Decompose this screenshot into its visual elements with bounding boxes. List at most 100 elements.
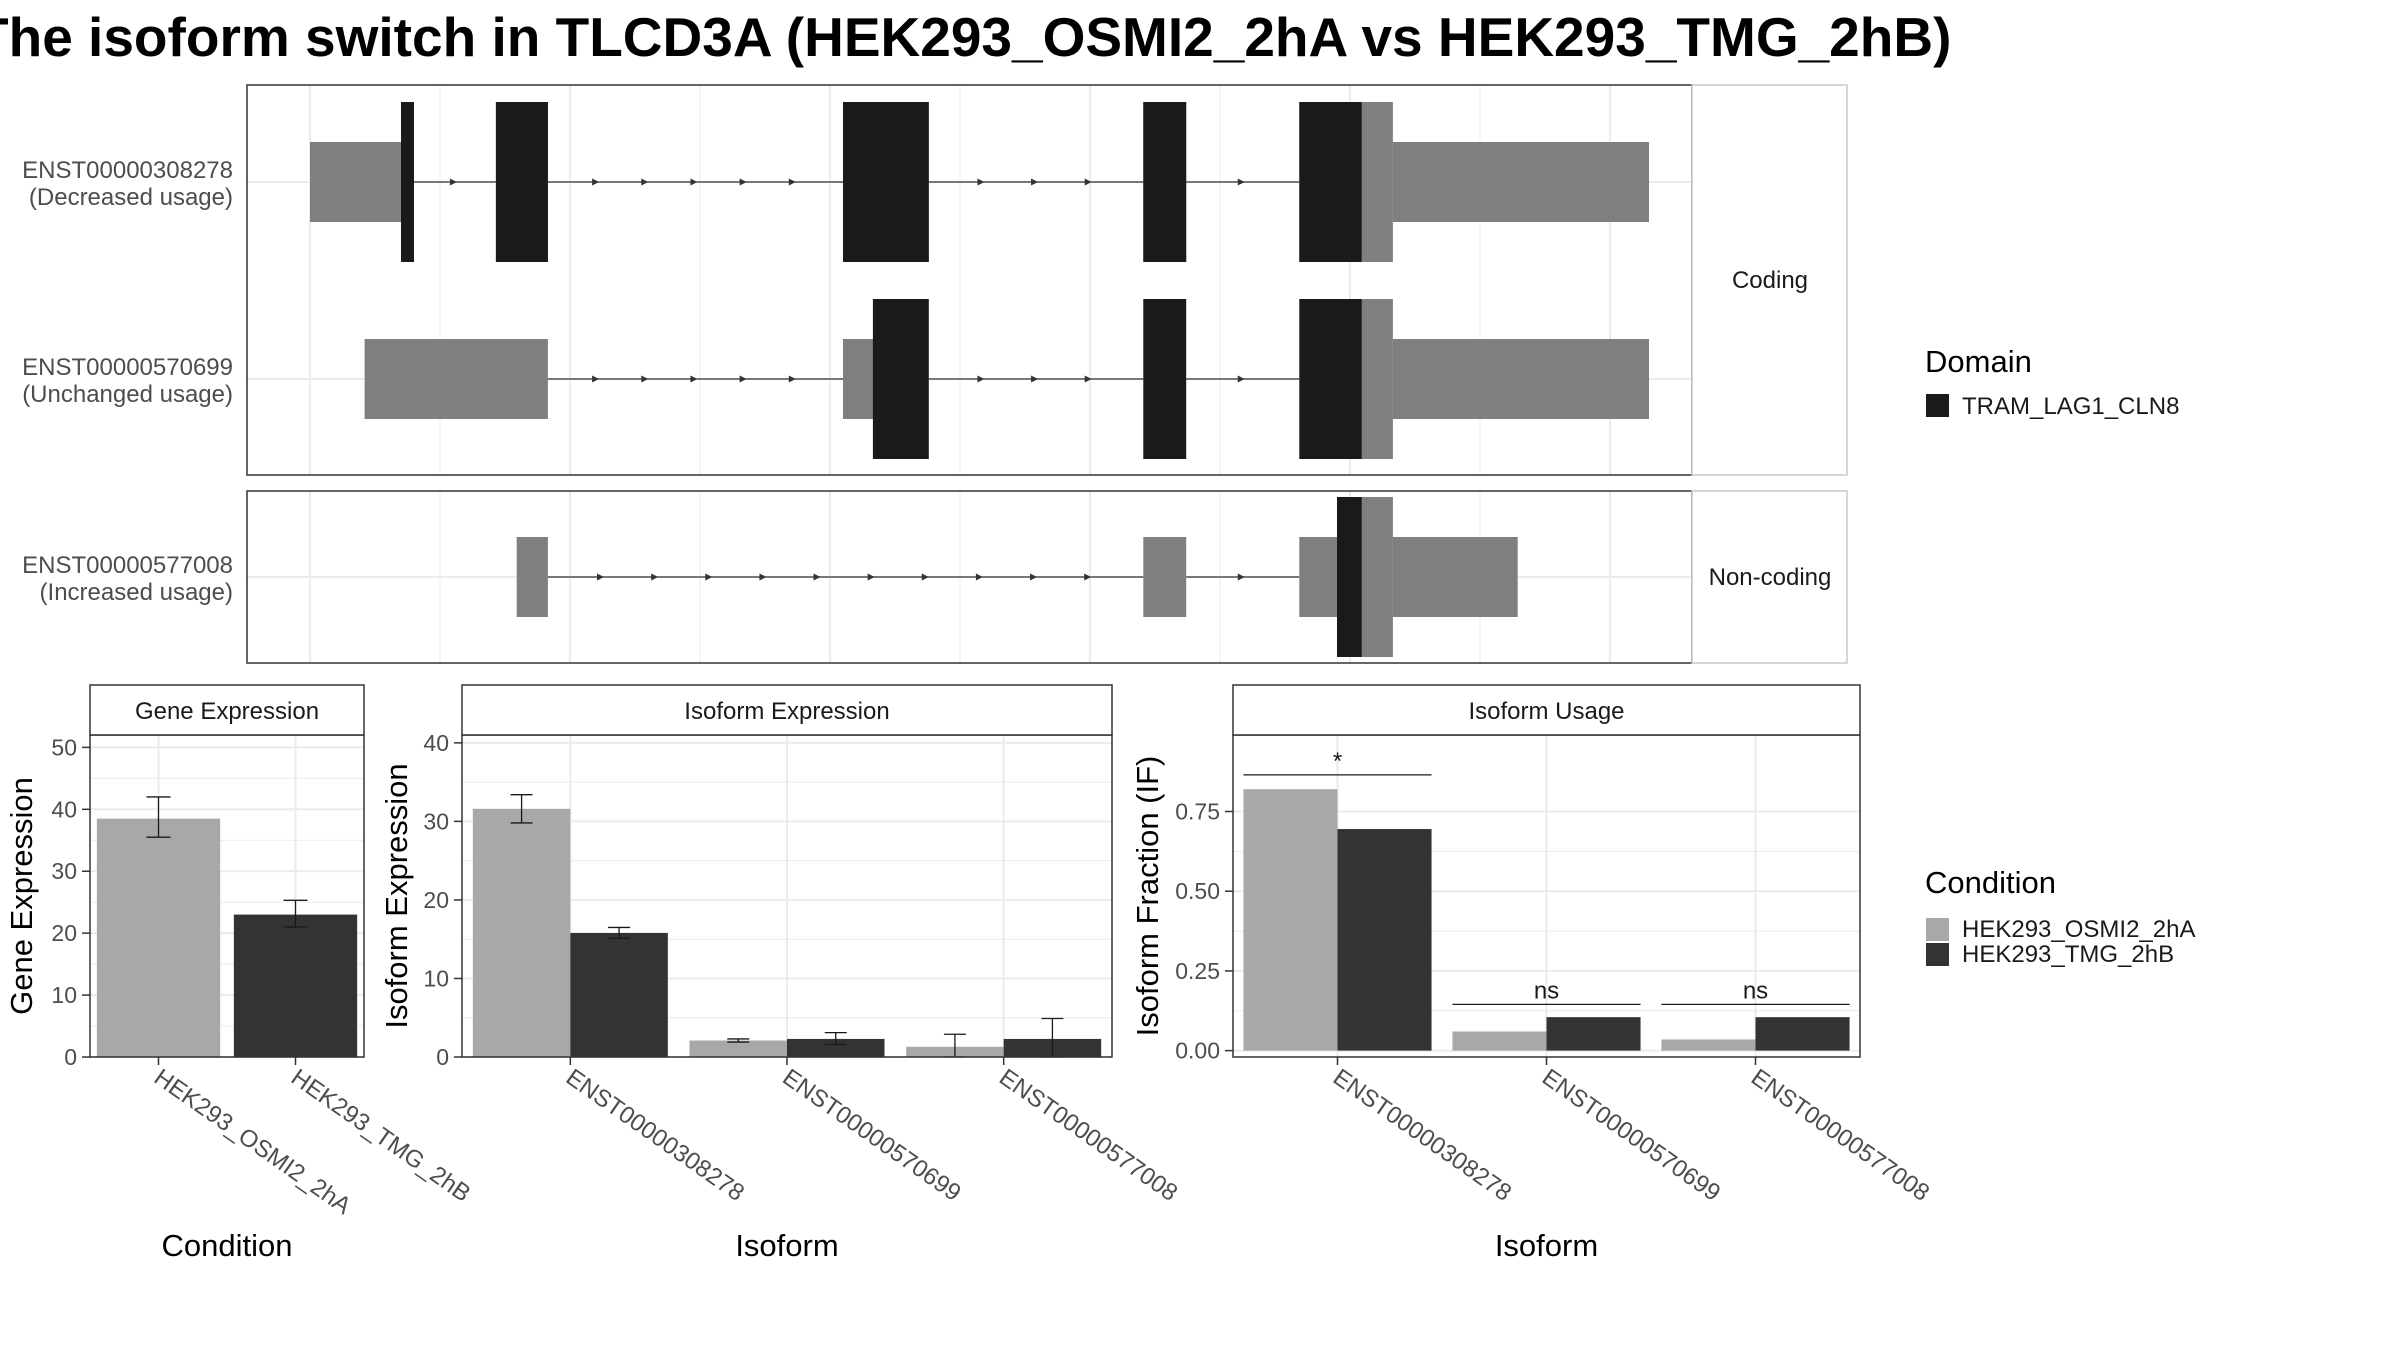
y-tick-label: 0 <box>436 1044 449 1070</box>
y-axis-title: Gene Expression <box>4 777 39 1015</box>
intron-direction-arrow <box>1237 375 1245 383</box>
intron-direction-arrow <box>975 573 983 581</box>
isoform-expression-chart: Isoform Expression 0 10 20 30 40 ENST000003082… <box>379 684 1182 1263</box>
condition-legend: Condition HEK293_OSMI2_2hA HEK293_TMG_2h… <box>1925 865 2195 968</box>
noncoding-strip <box>1691 490 1848 664</box>
intron-direction-arrow <box>788 375 796 383</box>
condition-legend-item: HEK293_OSMI2_2hA <box>1962 916 2195 943</box>
x-tick-label: ENST00000308278 <box>1328 1064 1516 1207</box>
intron-direction-arrow <box>1237 178 1245 186</box>
y-tick-label: 0.25 <box>1175 958 1220 984</box>
intron-direction-arrow <box>1084 375 1092 383</box>
noncoding-strip-label: Non-coding <box>1709 564 1832 591</box>
domain-exon <box>495 102 548 262</box>
utr-exon <box>843 339 875 419</box>
transcript-structure-noncoding-panel: Non-coding <box>246 490 1848 664</box>
y-axis-title: Isoform Fraction (IF) <box>1130 756 1165 1037</box>
significance-label: ns <box>1743 977 1768 1004</box>
intron-direction-arrow <box>641 178 649 186</box>
bar <box>1661 1039 1756 1051</box>
domain-exon <box>1143 102 1187 262</box>
intron-direction-arrow <box>705 573 713 581</box>
facet-title: Isoform Expression <box>684 698 889 725</box>
intron-direction-arrow <box>739 375 747 383</box>
intron-direction-arrow <box>813 573 821 581</box>
y-tick-label: 0 <box>64 1044 77 1070</box>
utr-exon <box>1143 537 1187 617</box>
domain-exon <box>1337 497 1362 657</box>
transcript-id-label: ENST00000570699 <box>22 354 233 381</box>
bar <box>96 818 221 1057</box>
y-axis-title: Isoform Expression <box>379 763 414 1028</box>
intron-direction-arrow <box>921 573 929 581</box>
x-tick-label: ENST00000577008 <box>994 1064 1182 1207</box>
x-axis-title: Condition <box>162 1228 293 1263</box>
y-tick-label: 50 <box>51 734 77 760</box>
facet-title: Isoform Usage <box>1468 698 1624 725</box>
significance-label: * <box>1333 748 1342 775</box>
intron-direction-arrow <box>690 375 698 383</box>
utr-exon <box>1299 537 1339 617</box>
domain-legend-item: TRAM_LAG1_CLN8 <box>1962 393 2179 420</box>
facet-strip <box>89 684 365 736</box>
utr-exon <box>1392 339 1649 419</box>
significance-label: ns <box>1534 977 1559 1004</box>
bar <box>233 914 358 1057</box>
condition-legend-item: HEK293_TMG_2hB <box>1962 941 2174 968</box>
figure-title: The isoform switch in TLCD3A (HEK293_OSM… <box>0 6 1951 68</box>
intron-direction-arrow <box>1084 573 1092 581</box>
intron-direction-arrow <box>1031 375 1039 383</box>
y-tick-label: 10 <box>51 982 77 1008</box>
bar <box>570 932 668 1057</box>
transcript-structure-coding-panel: Coding <box>246 84 1848 476</box>
transcript-usage-label: (Increased usage) <box>40 579 233 606</box>
intron-direction-arrow <box>1084 178 1092 186</box>
y-tick-label: 40 <box>423 730 449 756</box>
bar <box>1452 1031 1547 1051</box>
utr-exon <box>342 142 412 222</box>
y-tick-label: 10 <box>423 965 449 991</box>
intron-direction-arrow <box>977 178 985 186</box>
domain-legend-title: Domain <box>1925 344 2032 379</box>
intron-direction-arrow <box>592 375 600 383</box>
facet-title: Gene Expression <box>135 698 319 725</box>
condition-legend-key-a <box>1926 918 1949 941</box>
intron-direction-arrow <box>1030 573 1038 581</box>
utr-exon <box>310 142 344 222</box>
domain-legend-key <box>1926 394 1949 417</box>
bar <box>1243 789 1338 1051</box>
intron-direction-arrow <box>739 178 747 186</box>
cds-exon <box>1360 497 1393 657</box>
intron-direction-arrow <box>1031 178 1039 186</box>
y-tick-label: 0.50 <box>1175 878 1220 904</box>
y-tick-label: 20 <box>51 920 77 946</box>
bar <box>472 808 571 1057</box>
domain-exon <box>1299 299 1362 459</box>
intron-direction-arrow <box>449 178 457 186</box>
coding-strip <box>1691 84 1848 476</box>
bar <box>1546 1017 1641 1051</box>
x-tick-label: ENST00000308278 <box>561 1064 749 1207</box>
bar <box>1337 829 1432 1051</box>
domain-exon <box>1299 102 1362 262</box>
intron-direction-arrow <box>977 375 985 383</box>
intron-direction-arrow <box>690 178 698 186</box>
bar <box>1755 1017 1850 1051</box>
domain-exon <box>872 299 929 459</box>
bar <box>787 1038 885 1057</box>
cds-exon <box>1360 102 1393 262</box>
y-tick-label: 30 <box>51 858 77 884</box>
intron-direction-arrow <box>651 573 659 581</box>
coding-transcripts <box>310 102 1649 459</box>
isoform-usage-chart: * ns ns Isoform Usage 0.00 0.25 0.50 0.75 ENST00… <box>1130 684 1934 1263</box>
utr-exon <box>364 339 548 419</box>
intron-direction-arrow <box>867 573 875 581</box>
intron-direction-arrow <box>641 375 649 383</box>
intron-direction-arrow <box>788 178 796 186</box>
utr-exon <box>1392 142 1649 222</box>
transcript-id-label: ENST00000577008 <box>22 552 233 579</box>
domain-exon <box>1143 299 1187 459</box>
intron-direction-arrow <box>759 573 767 581</box>
x-tick-label: ENST00000570699 <box>778 1064 966 1207</box>
